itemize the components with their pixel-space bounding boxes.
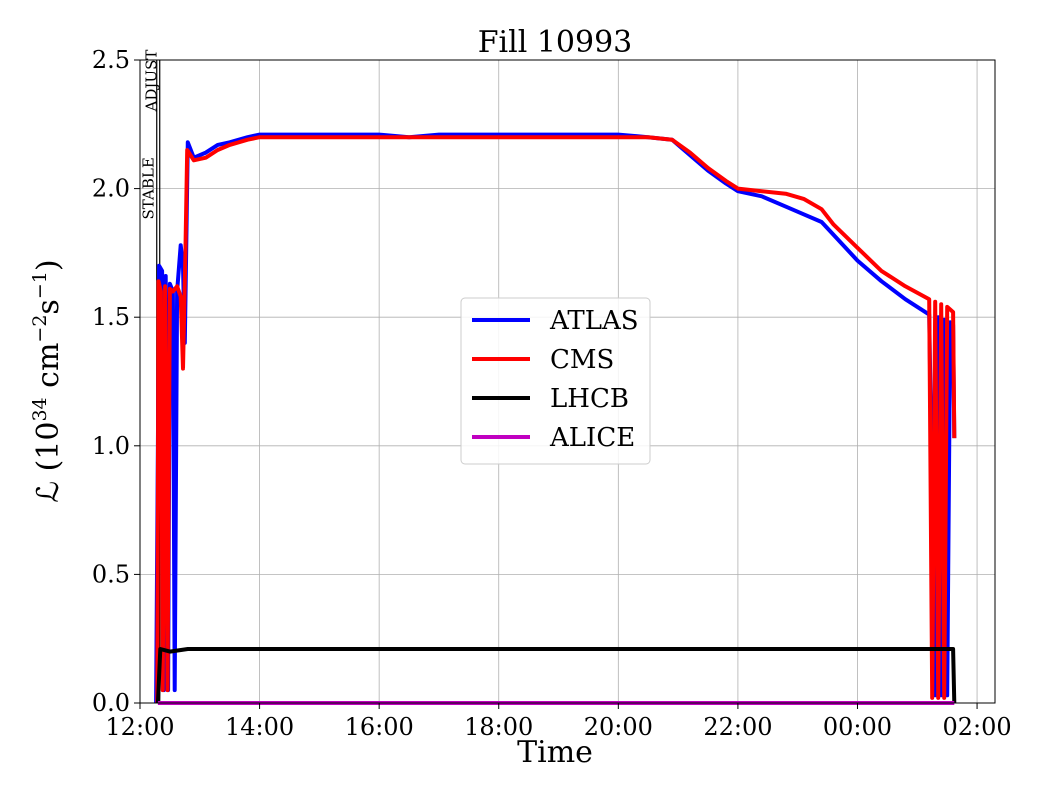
- legend-label-atlas: ATLAS: [549, 306, 639, 336]
- legend-label-lhcb: LHCB: [550, 384, 629, 414]
- plot-frame: [139, 59, 996, 704]
- y-tick-label: 1.0: [92, 432, 130, 460]
- x-axis-ticks: 12:00 14:00 16:00 18:00 20:00 22:00 00:00 02:00: [105, 703, 1012, 741]
- marker-label-stable: STABLE: [140, 157, 158, 219]
- x-tick-label: 14:00: [225, 713, 294, 741]
- y-axis-label: ℒ (1034 cm−2s−1): [29, 259, 66, 502]
- chart-title: Fill 10993: [478, 25, 633, 60]
- x-axis-label: Time: [517, 735, 593, 770]
- legend-label-cms: CMS: [550, 345, 614, 375]
- legend-label-alice: ALICE: [549, 423, 635, 453]
- y-tick-label: 0.5: [92, 560, 130, 588]
- y-tick-label: 0.0: [92, 689, 130, 717]
- y-tick-label: 2.5: [92, 46, 130, 74]
- series-line-lhcb: [155, 647, 957, 704]
- y-tick-label: 1.5: [92, 303, 130, 331]
- x-tick-label: 16:00: [345, 713, 414, 741]
- x-tick-label: 12:00: [105, 713, 174, 741]
- x-tick-label: 22:00: [703, 713, 772, 741]
- y-tick-label: 2.0: [92, 175, 130, 203]
- marker-label-adjust: ADJUST: [143, 50, 161, 113]
- legend: ATLAS CMS LHCB ALICE: [460, 297, 651, 465]
- x-tick-label: 00:00: [823, 713, 892, 741]
- y-axis-ticks: 0.0 0.5 1.0 1.5 2.0 2.5: [92, 46, 140, 717]
- x-tick-label: 02:00: [942, 713, 1011, 741]
- series-line-cms: [155, 135, 957, 704]
- legend-box: [460, 297, 651, 465]
- x-tick-label: 18:00: [464, 713, 533, 741]
- series-line-atlas: [154, 132, 957, 704]
- x-tick-label: 20:00: [584, 713, 653, 741]
